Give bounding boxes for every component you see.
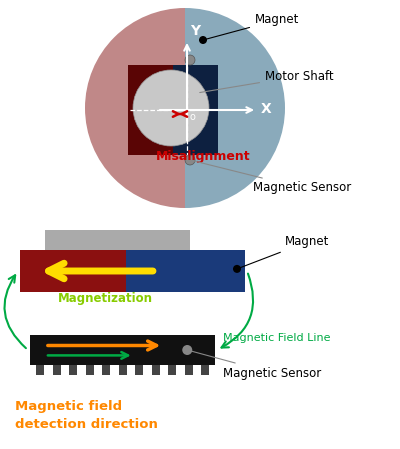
Text: Magnetization: Magnetization — [58, 292, 153, 305]
FancyArrowPatch shape — [4, 275, 26, 348]
Bar — [135, 365, 143, 375]
Circle shape — [185, 155, 195, 165]
Circle shape — [199, 36, 207, 44]
Circle shape — [133, 70, 209, 146]
Bar — [20, 250, 126, 292]
Text: Misalignment: Misalignment — [156, 150, 250, 163]
Text: Magnet: Magnet — [240, 235, 329, 268]
Bar — [168, 365, 176, 375]
Text: Motor Shaft: Motor Shaft — [200, 70, 334, 92]
Bar — [128, 65, 173, 155]
Text: Magnetic Field Line: Magnetic Field Line — [223, 333, 330, 343]
Bar — [118, 365, 126, 375]
Circle shape — [182, 345, 192, 355]
Bar — [86, 365, 94, 375]
Bar — [45, 230, 190, 252]
Bar — [201, 365, 209, 375]
FancyArrowPatch shape — [222, 273, 253, 348]
Bar — [184, 365, 192, 375]
Circle shape — [185, 55, 195, 65]
Text: Magnetic Sensor: Magnetic Sensor — [193, 161, 351, 194]
Bar — [30, 335, 215, 365]
Wedge shape — [185, 8, 285, 208]
Text: Magnetic Sensor: Magnetic Sensor — [190, 351, 321, 379]
Bar — [126, 250, 245, 292]
Circle shape — [233, 265, 241, 273]
Bar — [102, 365, 110, 375]
Bar — [52, 365, 60, 375]
Text: Magnet: Magnet — [206, 13, 299, 39]
Bar — [36, 365, 44, 375]
Text: Magnetic field
detection direction: Magnetic field detection direction — [15, 400, 158, 431]
Bar — [69, 365, 77, 375]
Wedge shape — [85, 8, 185, 208]
Text: Y: Y — [190, 24, 200, 38]
Text: X: X — [261, 102, 272, 116]
Bar — [152, 365, 160, 375]
Text: o: o — [189, 112, 195, 122]
Bar — [173, 65, 218, 155]
